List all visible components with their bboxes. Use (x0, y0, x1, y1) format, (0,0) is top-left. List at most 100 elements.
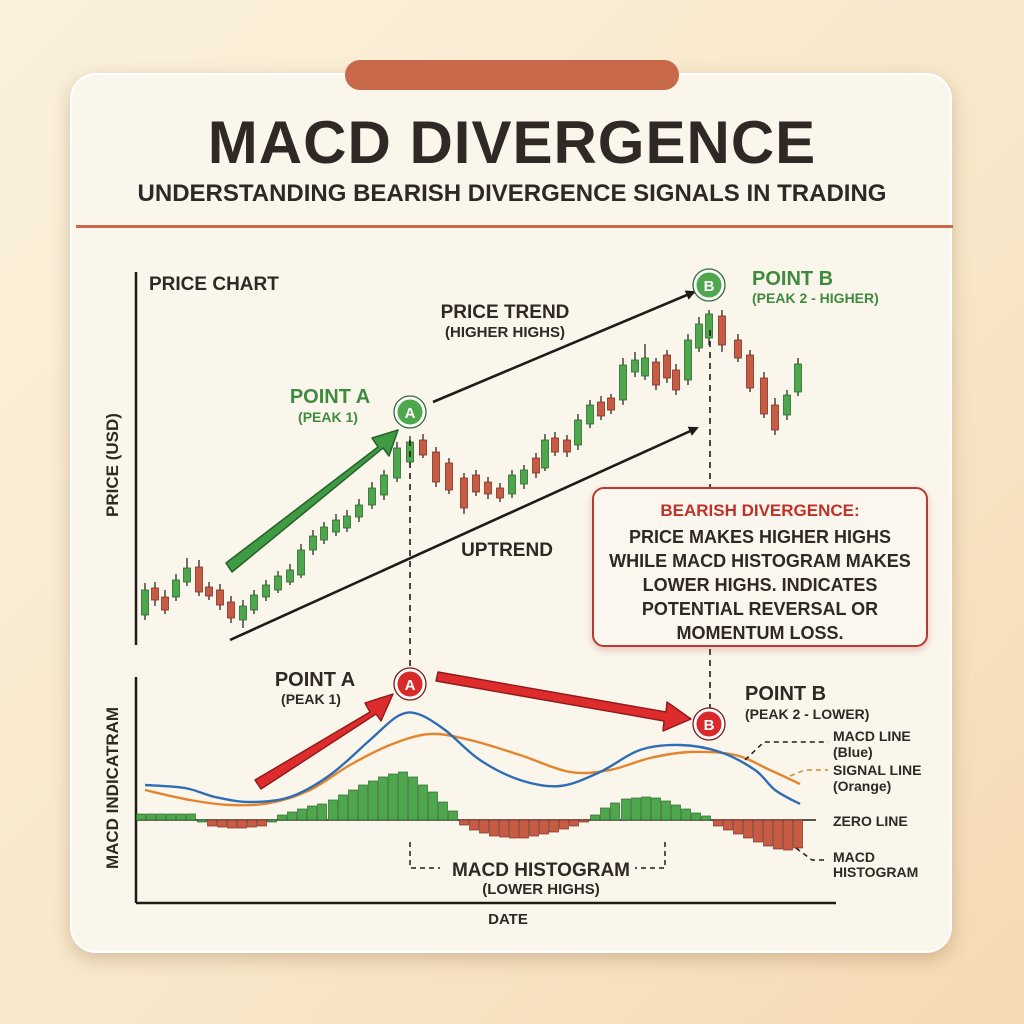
date-axis-label: DATE (488, 911, 528, 928)
price-point-a-sublabel: (PEAK 1) (298, 409, 358, 425)
histogram-bar-negative (257, 819, 267, 827)
histogram-bar-positive (428, 791, 438, 821)
histogram-bar-negative (459, 819, 469, 826)
price-trend-sublabel: (HIGHER HIGHS) (445, 324, 565, 341)
point-a-green-arrow (225, 429, 399, 573)
histogram-bar-positive (398, 771, 408, 821)
histogram-bar-negative (753, 819, 763, 843)
histogram-bar-negative (469, 819, 479, 831)
macd-histogram-series (136, 771, 803, 851)
callout-title: BEARISH DIVERGENCE: (660, 501, 860, 520)
histogram-bar-negative (773, 819, 783, 850)
candle-bearish (216, 589, 224, 606)
histogram-bar-negative (539, 819, 549, 835)
candle-bullish (794, 363, 802, 393)
histogram-bar-positive (267, 819, 277, 823)
price-axis-label: PRICE (USD) (103, 413, 122, 517)
histogram-bar-positive (631, 797, 641, 821)
price-chart-title: PRICE CHART (149, 274, 279, 295)
header-tab (345, 60, 679, 90)
macd-divergence-arrow (435, 671, 692, 732)
histogram-bar-positive (358, 784, 368, 821)
legend-signal-line-note: (Orange) (833, 778, 891, 794)
legend-macd-line: MACD LINE (833, 728, 911, 744)
histogram-bar-positive (197, 819, 207, 823)
price-point-b-label: POINT B (752, 268, 833, 290)
candle-bearish (496, 487, 504, 499)
histogram-bar-positive (317, 803, 327, 821)
candle-bullish (586, 404, 594, 425)
histogram-bar-positive (621, 798, 631, 821)
candle-bearish (771, 404, 779, 431)
macd-point-a-sublabel: (PEAK 1) (281, 691, 341, 707)
macd-point-b-marker: B (692, 707, 726, 741)
signal-line (144, 732, 801, 807)
histogram-bar-negative (489, 819, 499, 837)
candle-bearish (472, 474, 480, 493)
candle-bearish (597, 401, 605, 417)
histogram-bar-positive (610, 802, 620, 821)
candle-bearish (551, 437, 559, 453)
histogram-bar-negative (743, 819, 753, 839)
histogram-label: MACD HISTOGRAM (452, 860, 630, 881)
histogram-bar-positive (136, 813, 146, 821)
candle-bearish (663, 354, 671, 379)
candle-bullish (695, 323, 703, 349)
histogram-bar-positive (368, 780, 378, 821)
histogram-bar-negative (723, 819, 733, 831)
price-point-a-marker: A (393, 395, 427, 429)
candle-bearish (532, 457, 540, 474)
histogram-bar-negative (247, 819, 257, 828)
histogram-bar-positive (590, 814, 600, 821)
histogram-bar-positive (176, 813, 186, 821)
legend-zero-line: ZERO LINE (833, 813, 908, 829)
histogram-bar-positive (348, 789, 358, 821)
candle-bullish (172, 579, 180, 598)
candle-bullish (380, 474, 388, 496)
macd-point-a-marker: A (393, 667, 427, 701)
histogram-bar-positive (691, 812, 701, 821)
histogram-bar-negative (793, 819, 803, 849)
candle-bullish (250, 594, 258, 611)
bearish-divergence-callout: BEARISH DIVERGENCE: PRICE MAKES HIGHER H… (592, 487, 928, 647)
price-point-b-sublabel: (PEAK 2 - HIGHER) (752, 290, 879, 306)
candle-bullish (343, 515, 351, 529)
histogram-bar-positive (186, 813, 196, 821)
histogram-bar-positive (661, 800, 671, 821)
histogram-bar-positive (600, 807, 610, 821)
histogram-bar-negative (479, 819, 489, 834)
histogram-bar-positive (671, 804, 681, 821)
candle-bullish (274, 575, 282, 591)
histogram-bar-positive (651, 797, 661, 821)
candle-bullish (508, 474, 516, 495)
histogram-bar-positive (388, 773, 398, 821)
macd-point-b-letter: B (704, 717, 715, 734)
uptrend-label: UPTREND (461, 540, 553, 561)
histogram-bar-positive (378, 776, 388, 821)
candle-bearish (419, 439, 427, 456)
candle-bearish (195, 566, 203, 593)
histogram-bar-positive (408, 776, 418, 821)
histogram-bar-positive (418, 784, 428, 821)
histogram-bar-negative (733, 819, 743, 835)
candle-bullish (262, 584, 270, 598)
histogram-bar-positive (287, 811, 297, 821)
candle-bullish (239, 605, 247, 621)
candle-bearish (205, 586, 213, 597)
macd-axes (134, 677, 836, 905)
callout-body: PRICE MAKES HIGHER HIGHS WHILE MACD HIST… (609, 527, 911, 643)
histogram-bar-positive (307, 805, 317, 821)
candle-bearish (445, 462, 453, 491)
candle-bullish (393, 447, 401, 479)
page-title: MACD DIVERGENCE (207, 109, 817, 176)
candle-bullish (141, 589, 149, 616)
candle-bearish (734, 339, 742, 359)
price-point-a-letter: A (405, 405, 416, 422)
candle-bearish (161, 596, 169, 611)
candle-bearish (718, 315, 726, 346)
candle-bearish (672, 369, 680, 391)
legend-histogram: MACD (833, 849, 875, 865)
histogram-bar-positive (641, 796, 651, 821)
candle-bearish (563, 439, 571, 453)
candle-bearish (227, 601, 235, 619)
